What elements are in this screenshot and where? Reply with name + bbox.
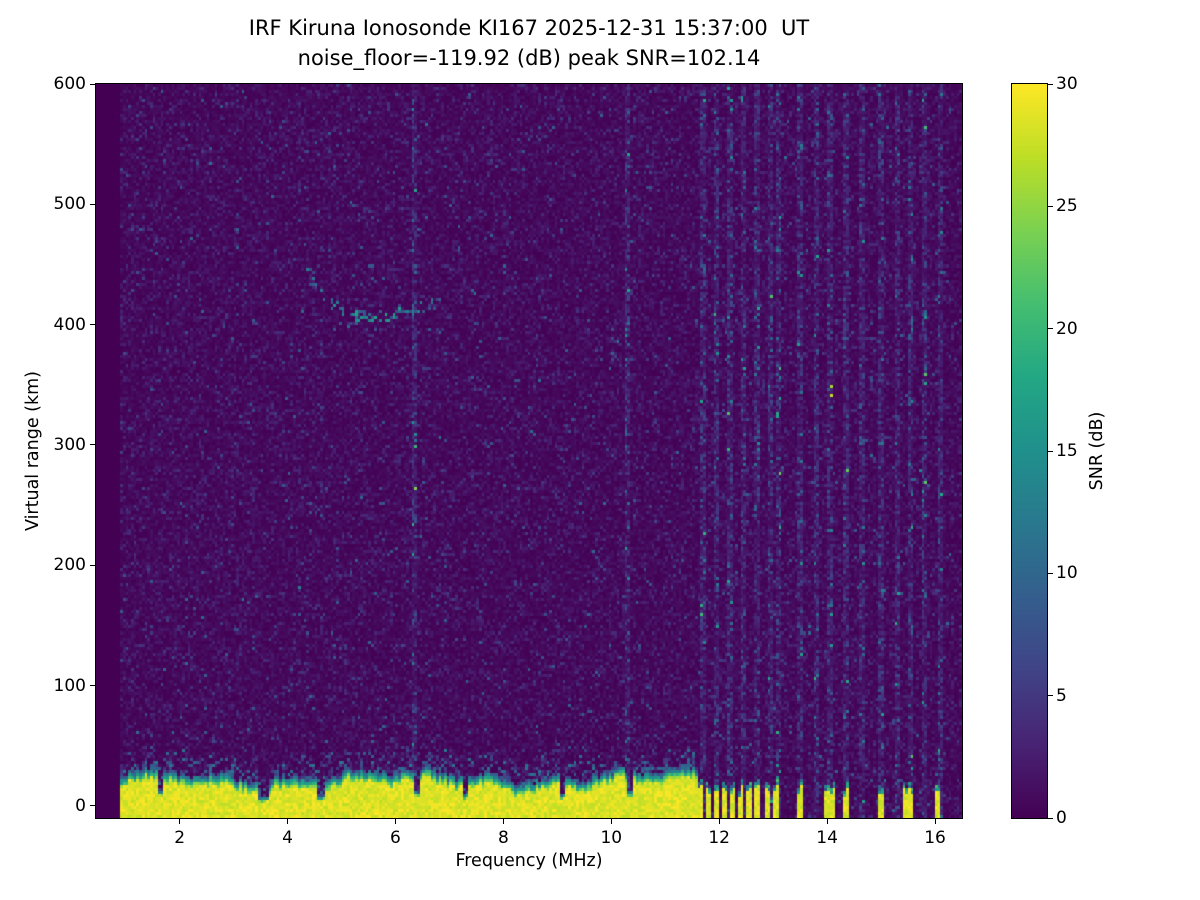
x-tick-label: 14 — [816, 828, 838, 848]
colorbar-tick-mark — [1047, 328, 1053, 330]
x-tick-mark — [610, 818, 612, 824]
x-tick-label: 6 — [390, 828, 401, 848]
ionogram-heatmap — [96, 84, 962, 818]
colorbar-tick-mark — [1047, 817, 1053, 819]
y-tick-label: 400 — [53, 314, 86, 335]
x-tick-label: 16 — [924, 828, 946, 848]
colorbar-tick-label: 5 — [1056, 685, 1067, 706]
colorbar — [1012, 84, 1047, 818]
chart-title: IRF Kiruna Ionosonde KI167 2025-12-31 15… — [96, 13, 962, 73]
x-tick-mark — [394, 818, 396, 824]
y-tick-mark — [90, 444, 96, 446]
x-tick-label: 4 — [282, 828, 293, 848]
y-tick-mark — [90, 83, 96, 85]
x-tick-mark — [287, 818, 289, 824]
x-tick-mark — [934, 818, 936, 824]
colorbar-tick-mark — [1047, 83, 1053, 85]
colorbar-tick-mark — [1047, 572, 1053, 574]
y-tick-label: 200 — [53, 555, 86, 576]
x-tick-mark — [502, 818, 504, 824]
y-tick-mark — [90, 203, 96, 205]
colorbar-tick-label: 0 — [1056, 808, 1067, 828]
y-tick-label: 600 — [53, 74, 86, 94]
colorbar-frame — [1011, 83, 1048, 819]
colorbar-tick-label: 30 — [1056, 74, 1078, 94]
y-tick-mark — [90, 685, 96, 687]
y-tick-label: 100 — [53, 675, 86, 696]
colorbar-tick-label: 25 — [1056, 196, 1078, 217]
y-tick-mark — [90, 564, 96, 566]
x-tick-label: 2 — [174, 828, 186, 848]
chart-title-line1: IRF Kiruna Ionosonde KI167 2025-12-31 15… — [248, 16, 810, 40]
colorbar-tick-mark — [1047, 695, 1053, 697]
x-tick-mark — [179, 818, 181, 824]
x-axis-label: Frequency (MHz) — [455, 851, 603, 871]
colorbar-tick-mark — [1047, 205, 1053, 207]
x-tick-label: 8 — [497, 828, 509, 848]
x-tick-mark — [826, 818, 828, 824]
chart-title-line2: noise_floor=-119.92 (dB) peak SNR=102.14 — [297, 46, 761, 70]
y-tick-label: 500 — [53, 194, 86, 215]
colorbar-tick-label: 15 — [1056, 441, 1078, 461]
x-tick-label: 12 — [708, 828, 730, 848]
y-tick-mark — [90, 805, 96, 807]
y-tick-label: 300 — [53, 434, 86, 455]
y-tick-mark — [90, 324, 96, 326]
colorbar-tick-label: 20 — [1056, 318, 1078, 339]
y-tick-label: 0 — [75, 795, 86, 816]
plot-frame — [95, 83, 963, 819]
x-tick-mark — [718, 818, 720, 824]
x-tick-label: 10 — [600, 828, 623, 848]
colorbar-tick-mark — [1047, 450, 1053, 452]
colorbar-tick-label: 10 — [1056, 563, 1078, 584]
